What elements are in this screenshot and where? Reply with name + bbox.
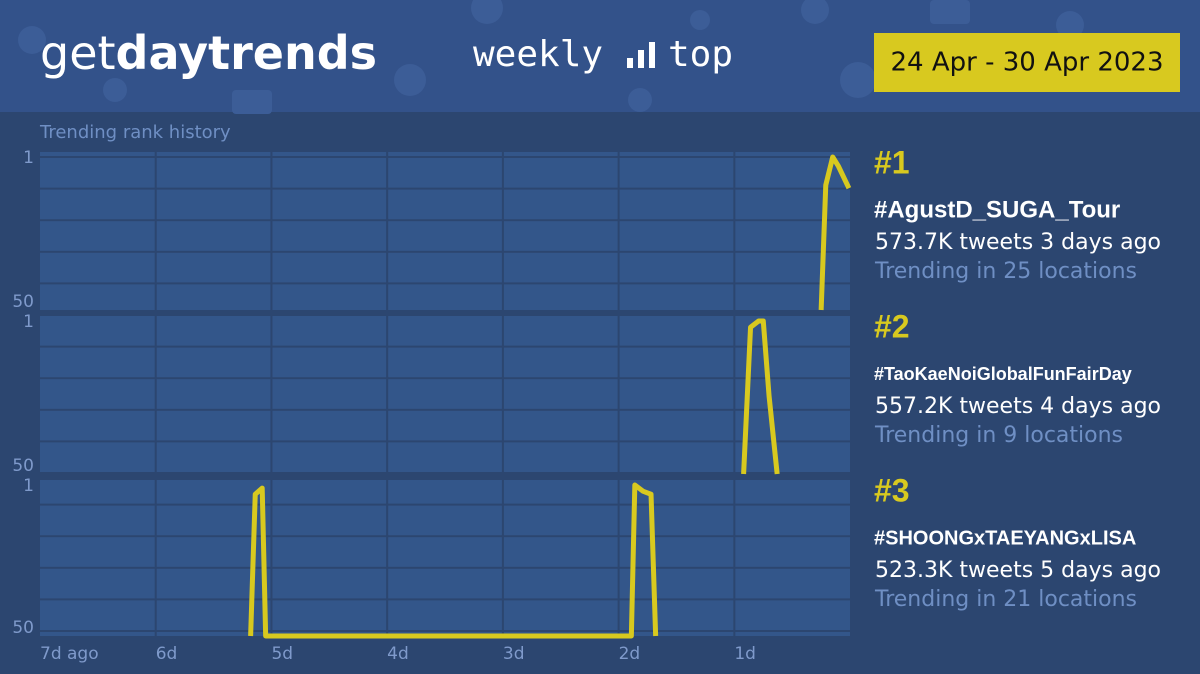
y-tick-label: 50 <box>12 456 34 476</box>
tweet-count: 523.3K tweets 5 days ago <box>875 558 1161 583</box>
plot-area <box>40 152 850 310</box>
subtitle: Trending rank history <box>39 122 231 143</box>
rank-label: #2 <box>874 308 910 344</box>
plot-area <box>40 316 850 474</box>
y-tick-label: 1 <box>23 476 34 496</box>
rank-line <box>248 482 659 639</box>
header-icons <box>18 0 1084 114</box>
x-tick-label: 4d <box>387 644 409 664</box>
x-tick-label: 2d <box>619 644 641 664</box>
date-box <box>874 33 1180 92</box>
locations: Trending in 9 locations <box>874 423 1123 448</box>
logo: getdaytrends <box>40 26 377 80</box>
tweet-count: 573.7K tweets 3 days ago <box>875 230 1161 255</box>
rank-line <box>818 154 852 311</box>
x-tick-label: 3d <box>503 644 525 664</box>
x-tick-label: 7d ago <box>40 644 99 664</box>
y-tick-label: 1 <box>23 312 34 332</box>
x-tick-label: 5d <box>271 644 293 664</box>
y-tick-label: 50 <box>12 292 34 312</box>
locations: Trending in 25 locations <box>874 259 1137 284</box>
plot-area <box>40 480 850 636</box>
trend-name: #SHOONGxTAEYANGxLISA <box>874 527 1136 549</box>
x-tick-label: 6d <box>156 644 178 664</box>
x-tick-label: 1d <box>734 644 756 664</box>
trend-name: #AgustD_SUGA_Tour <box>874 196 1120 223</box>
rank-line <box>741 318 780 475</box>
trend-name: #TaoKaeNoiGlobalFunFairDay <box>874 364 1132 384</box>
locations: Trending in 21 locations <box>874 587 1137 612</box>
weekly-label: weekly <box>473 34 603 75</box>
date-range: 24 Apr - 30 Apr 2023 <box>891 48 1164 78</box>
top-label: top <box>668 34 733 75</box>
y-tick-label: 1 <box>23 148 34 168</box>
rank-label: #3 <box>874 472 910 508</box>
tweet-count: 557.2K tweets 4 days ago <box>875 394 1161 419</box>
rank-label: #1 <box>874 144 910 180</box>
bars-icon <box>627 42 655 68</box>
y-tick-label: 50 <box>12 618 34 638</box>
